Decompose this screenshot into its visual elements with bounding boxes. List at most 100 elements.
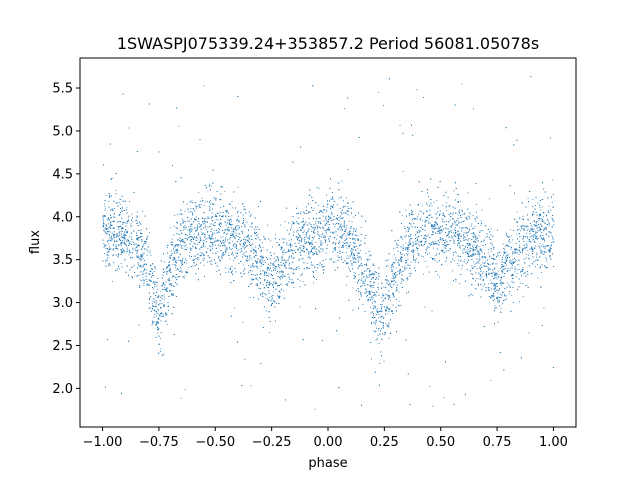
data-point [217, 251, 218, 253]
data-point [221, 255, 223, 257]
data-point [506, 261, 507, 263]
data-point [253, 252, 255, 254]
data-point [107, 251, 109, 253]
data-point [511, 263, 512, 265]
data-point [268, 276, 269, 278]
data-point [219, 224, 220, 226]
data-point [126, 249, 128, 251]
data-point [189, 231, 191, 233]
data-point [373, 317, 374, 319]
data-point [307, 231, 309, 233]
data-point [108, 200, 110, 202]
scatter-points [102, 76, 555, 410]
data-point [212, 234, 214, 236]
data-point [141, 264, 143, 266]
data-point [500, 307, 502, 309]
data-point [172, 264, 174, 266]
data-point [160, 348, 162, 350]
data-point [427, 246, 429, 248]
data-point [143, 270, 145, 272]
data-point [251, 270, 253, 272]
data-point [410, 235, 412, 237]
data-point [216, 215, 218, 217]
data-point [519, 282, 521, 284]
data-point [530, 227, 532, 229]
data-point [482, 230, 484, 232]
data-point [413, 218, 415, 219]
data-point [121, 210, 122, 212]
data-point [271, 299, 273, 301]
data-point [504, 249, 506, 251]
data-point [121, 240, 123, 242]
data-point [157, 332, 159, 334]
data-point [494, 299, 496, 301]
data-point [154, 266, 156, 268]
data-point [444, 221, 445, 223]
data-point [311, 242, 313, 244]
data-point [349, 268, 350, 270]
data-point [428, 217, 430, 219]
data-point [197, 221, 199, 222]
data-point [497, 229, 498, 231]
data-point [256, 260, 258, 262]
data-point [296, 231, 298, 233]
data-point [329, 228, 330, 230]
data-point [505, 298, 507, 300]
data-point [391, 280, 393, 282]
data-point [339, 215, 341, 217]
data-point [222, 241, 224, 243]
data-point [341, 218, 343, 220]
data-point [526, 284, 528, 286]
data-point [488, 198, 490, 200]
data-point [548, 223, 550, 225]
data-point [158, 313, 160, 315]
data-point [407, 249, 409, 251]
data-point [346, 247, 348, 249]
data-point [526, 230, 528, 231]
data-point [515, 248, 517, 250]
data-point [537, 230, 539, 231]
data-point [457, 214, 459, 216]
data-point [337, 228, 339, 230]
data-point [516, 269, 518, 271]
data-point [450, 230, 452, 231]
data-point [474, 225, 476, 227]
data-point [460, 235, 462, 237]
data-point [231, 252, 233, 253]
data-point [476, 251, 478, 252]
data-point [360, 243, 362, 245]
data-point [395, 267, 397, 269]
data-point [304, 242, 306, 244]
data-point [408, 241, 410, 243]
data-point [272, 267, 274, 269]
data-point [333, 232, 335, 234]
data-point [402, 280, 404, 282]
data-point [309, 235, 311, 237]
data-point [453, 260, 455, 262]
data-point [131, 241, 133, 243]
data-point [334, 226, 336, 228]
data-point [136, 217, 138, 219]
data-point [250, 266, 252, 268]
data-point [405, 247, 407, 249]
data-point [369, 297, 371, 298]
data-point [548, 235, 550, 237]
data-point [302, 218, 304, 219]
data-point [447, 244, 448, 246]
data-point [244, 252, 246, 253]
data-point [527, 237, 528, 239]
data-point [183, 221, 185, 223]
data-point [549, 256, 551, 258]
data-point [385, 323, 387, 325]
data-point [506, 258, 508, 259]
data-point [154, 314, 156, 316]
data-point [359, 264, 361, 266]
data-point [130, 223, 132, 225]
data-point [551, 235, 553, 237]
data-point [281, 257, 283, 259]
data-point [210, 203, 212, 205]
data-point [377, 288, 379, 290]
data-point [474, 218, 476, 220]
data-point [527, 249, 529, 251]
data-point [260, 270, 261, 272]
